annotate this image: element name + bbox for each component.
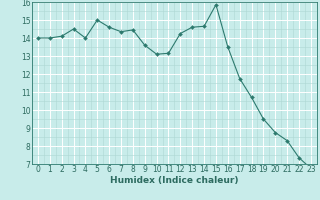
X-axis label: Humidex (Indice chaleur): Humidex (Indice chaleur) <box>110 176 239 185</box>
